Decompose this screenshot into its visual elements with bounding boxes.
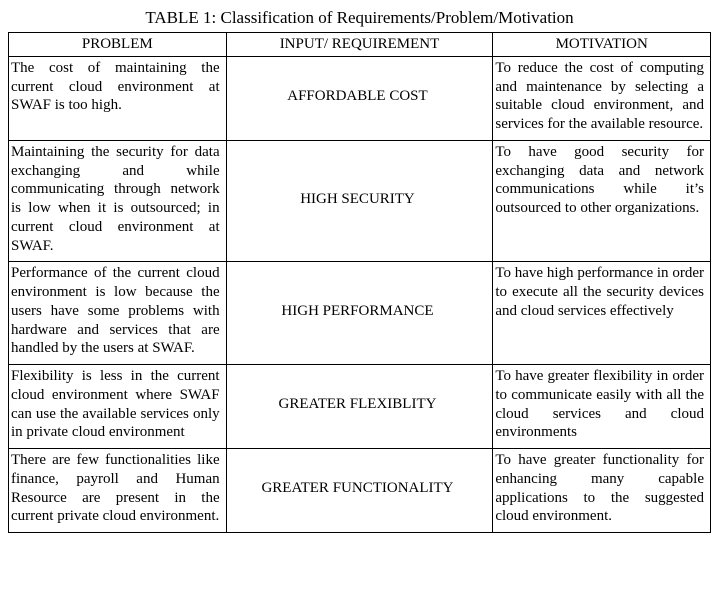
cell-input: GREATER FLEXIBLITY <box>226 365 493 449</box>
cell-motivation: To have greater flexibility in order to … <box>493 365 711 449</box>
cell-problem: Performance of the current cloud environ… <box>9 262 227 365</box>
cell-input: GREATER FUNCTIONALITY <box>226 449 493 533</box>
cell-input: HIGH SECURITY <box>226 140 493 262</box>
table-row: Maintaining the security for data exchan… <box>9 140 711 262</box>
table-row: Flexibility is less in the current cloud… <box>9 365 711 449</box>
header-motivation: MOTIVATION <box>493 33 711 57</box>
table-row: The cost of maintaining the current clou… <box>9 56 711 140</box>
header-problem: PROBLEM <box>9 33 227 57</box>
cell-motivation: To have high performance in order to exe… <box>493 262 711 365</box>
cell-input: AFFORDABLE COST <box>226 56 493 140</box>
cell-problem: Maintaining the security for data exchan… <box>9 140 227 262</box>
table-row: Performance of the current cloud environ… <box>9 262 711 365</box>
requirements-table: PROBLEM INPUT/ REQUIREMENT MOTIVATION Th… <box>8 32 711 533</box>
table-caption: TABLE 1: Classification of Requirements/… <box>8 8 711 28</box>
cell-input: HIGH PERFORMANCE <box>226 262 493 365</box>
cell-problem: There are few functionalities like finan… <box>9 449 227 533</box>
table-row: There are few functionalities like finan… <box>9 449 711 533</box>
cell-motivation: To have greater functionality for enhanc… <box>493 449 711 533</box>
cell-problem: Flexibility is less in the current cloud… <box>9 365 227 449</box>
header-input: INPUT/ REQUIREMENT <box>226 33 493 57</box>
table-header-row: PROBLEM INPUT/ REQUIREMENT MOTIVATION <box>9 33 711 57</box>
cell-problem: The cost of maintaining the current clou… <box>9 56 227 140</box>
cell-motivation: To have good security for exchanging dat… <box>493 140 711 262</box>
cell-motivation: To reduce the cost of computing and main… <box>493 56 711 140</box>
